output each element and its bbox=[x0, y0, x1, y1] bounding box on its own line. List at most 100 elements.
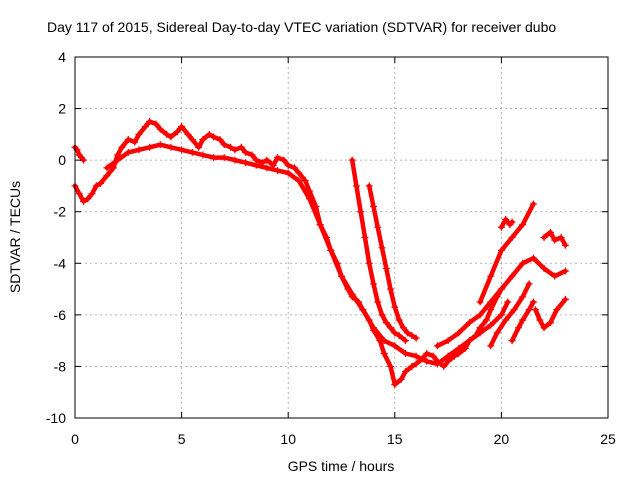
data-point bbox=[227, 143, 235, 151]
data-point bbox=[546, 319, 554, 327]
data-point bbox=[540, 234, 548, 241]
data-point bbox=[205, 130, 213, 138]
x-tick-label: 25 bbox=[600, 431, 616, 447]
series-track-e bbox=[365, 182, 420, 342]
x-tick-label: 20 bbox=[494, 431, 510, 447]
data-point bbox=[476, 329, 484, 337]
data-point bbox=[429, 352, 437, 360]
data-point bbox=[412, 360, 420, 368]
data-point bbox=[395, 331, 403, 339]
data-point bbox=[306, 195, 314, 203]
data-point bbox=[141, 123, 149, 131]
data-point bbox=[380, 350, 388, 358]
data-point bbox=[252, 161, 260, 169]
data-point bbox=[114, 156, 122, 164]
data-point bbox=[184, 130, 192, 138]
data-point bbox=[195, 143, 203, 151]
data-point bbox=[423, 350, 431, 358]
data-point bbox=[519, 316, 527, 324]
data-point bbox=[561, 241, 569, 249]
x-tick-label: 10 bbox=[280, 431, 296, 447]
data-point bbox=[146, 117, 154, 125]
data-point bbox=[401, 368, 409, 376]
data-point bbox=[423, 357, 431, 365]
data-point bbox=[504, 298, 512, 306]
data-point bbox=[380, 337, 388, 345]
data-point bbox=[487, 306, 495, 314]
data-point bbox=[476, 298, 484, 306]
chart-title: Day 117 of 2015, Sidereal Day-to-day VTE… bbox=[47, 19, 556, 35]
data-point bbox=[135, 130, 143, 138]
data-point bbox=[220, 154, 228, 162]
data-point bbox=[135, 146, 143, 154]
data-point bbox=[248, 151, 256, 159]
data-point bbox=[263, 156, 271, 164]
data-point bbox=[391, 303, 399, 311]
data-point bbox=[391, 380, 399, 388]
y-tick-label: -2 bbox=[54, 204, 67, 220]
series-line bbox=[499, 217, 515, 230]
data-point bbox=[412, 352, 420, 360]
data-point bbox=[532, 306, 540, 314]
data-point bbox=[508, 234, 516, 241]
data-point bbox=[103, 172, 111, 180]
series-track-c bbox=[103, 141, 512, 368]
data-point bbox=[551, 272, 559, 280]
data-point bbox=[519, 221, 527, 229]
series-track-h bbox=[497, 215, 516, 231]
data-point bbox=[546, 228, 554, 236]
data-point bbox=[167, 133, 175, 141]
data-point bbox=[118, 143, 126, 151]
data-point bbox=[365, 259, 373, 267]
data-point bbox=[401, 337, 409, 345]
data-point bbox=[361, 234, 369, 241]
data-point bbox=[444, 352, 452, 360]
data-point bbox=[97, 179, 105, 187]
data-point bbox=[75, 190, 83, 198]
data-point bbox=[553, 306, 561, 314]
data-point bbox=[497, 311, 505, 319]
data-point bbox=[210, 154, 218, 162]
data-point bbox=[529, 298, 537, 306]
data-point bbox=[131, 138, 139, 146]
data-point bbox=[412, 334, 420, 342]
data-point bbox=[88, 190, 96, 198]
data-point bbox=[173, 128, 181, 136]
data-point bbox=[369, 203, 377, 211]
data-point bbox=[465, 319, 473, 327]
data-point bbox=[551, 236, 559, 244]
data-point bbox=[352, 182, 360, 190]
data-point bbox=[519, 259, 527, 267]
data-point bbox=[295, 177, 303, 185]
data-point bbox=[199, 136, 207, 144]
grid-layer bbox=[75, 57, 608, 418]
data-point bbox=[188, 148, 196, 156]
data-point bbox=[529, 254, 537, 262]
data-point bbox=[146, 143, 154, 151]
series-line bbox=[104, 142, 511, 367]
data-point bbox=[178, 146, 186, 154]
data-point bbox=[391, 329, 399, 337]
data-point bbox=[378, 311, 386, 319]
data-point bbox=[382, 319, 390, 327]
data-point bbox=[482, 316, 490, 324]
data-point bbox=[514, 324, 522, 332]
data-point bbox=[80, 156, 88, 164]
tick-layer: 0 5 10 15 20 25 -10 -8 -6 -4 -2 0 2 4 bbox=[46, 49, 616, 447]
y-tick-label: -8 bbox=[54, 358, 67, 374]
data-point bbox=[487, 342, 495, 350]
data-point bbox=[497, 246, 505, 254]
data-point bbox=[510, 306, 518, 314]
data-point bbox=[397, 375, 405, 383]
data-point bbox=[540, 324, 548, 332]
y-tick-label: 2 bbox=[58, 101, 66, 117]
series-track-a bbox=[71, 143, 88, 164]
data-point bbox=[152, 120, 160, 128]
data-point bbox=[327, 246, 335, 254]
data-point bbox=[561, 295, 569, 303]
data-point bbox=[455, 344, 463, 352]
data-point bbox=[274, 154, 282, 162]
data-point bbox=[210, 133, 218, 141]
data-point bbox=[493, 329, 501, 337]
data-point bbox=[455, 329, 463, 337]
